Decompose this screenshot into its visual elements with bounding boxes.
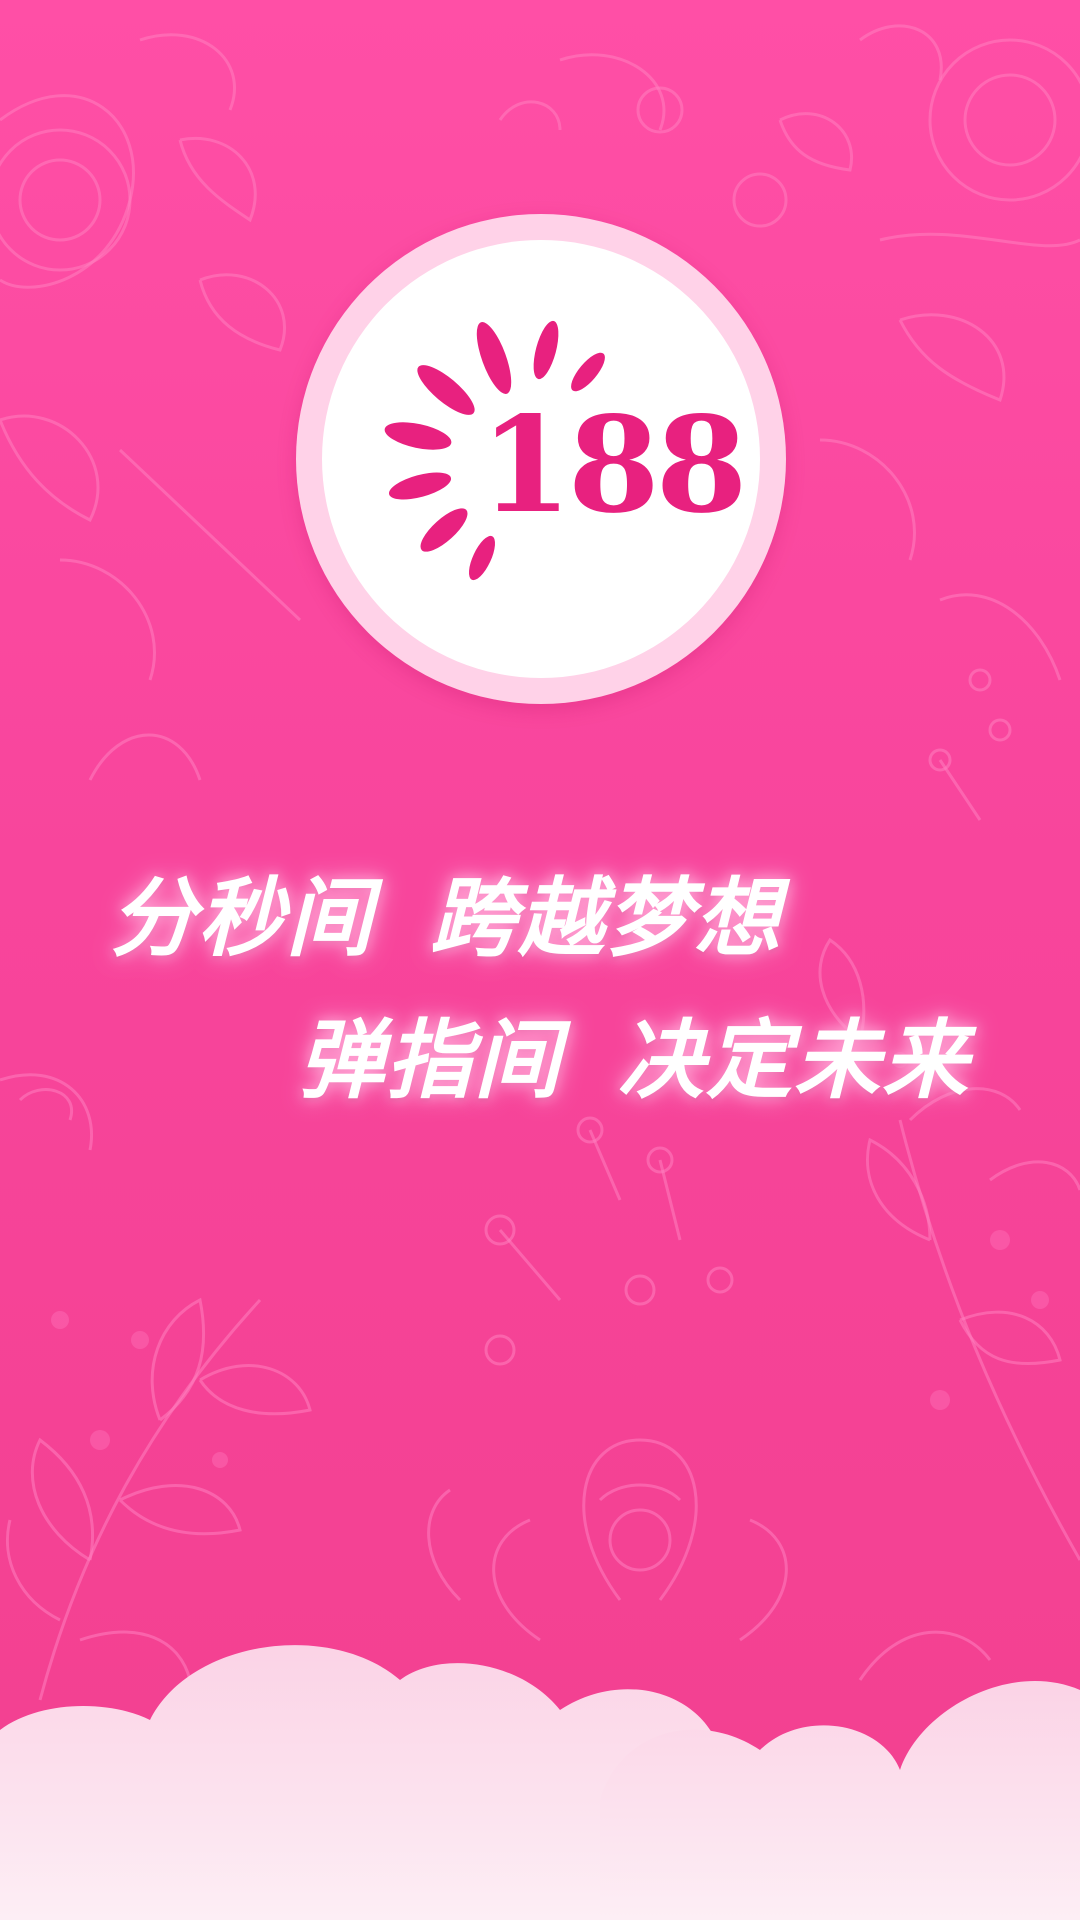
logo-number: 188 <box>480 388 748 543</box>
bottom-clouds <box>0 1645 1080 1920</box>
sun-rays-icon <box>384 320 605 581</box>
slogan-line-1: 分秒间 跨越梦想 <box>110 848 782 973</box>
slogan-line-2: 弹指间 决定未来 <box>298 990 970 1115</box>
slogan-line-2-part-1: 弹指间 <box>298 1011 562 1111</box>
app-logo: 188 <box>296 214 786 704</box>
slogan-line-1-part-1: 分秒间 <box>110 869 374 969</box>
logo-disc: 188 <box>322 240 760 678</box>
slogan-line-2-part-2: 决定未来 <box>618 1011 970 1111</box>
slogan-line-1-part-2: 跨越梦想 <box>430 869 782 969</box>
